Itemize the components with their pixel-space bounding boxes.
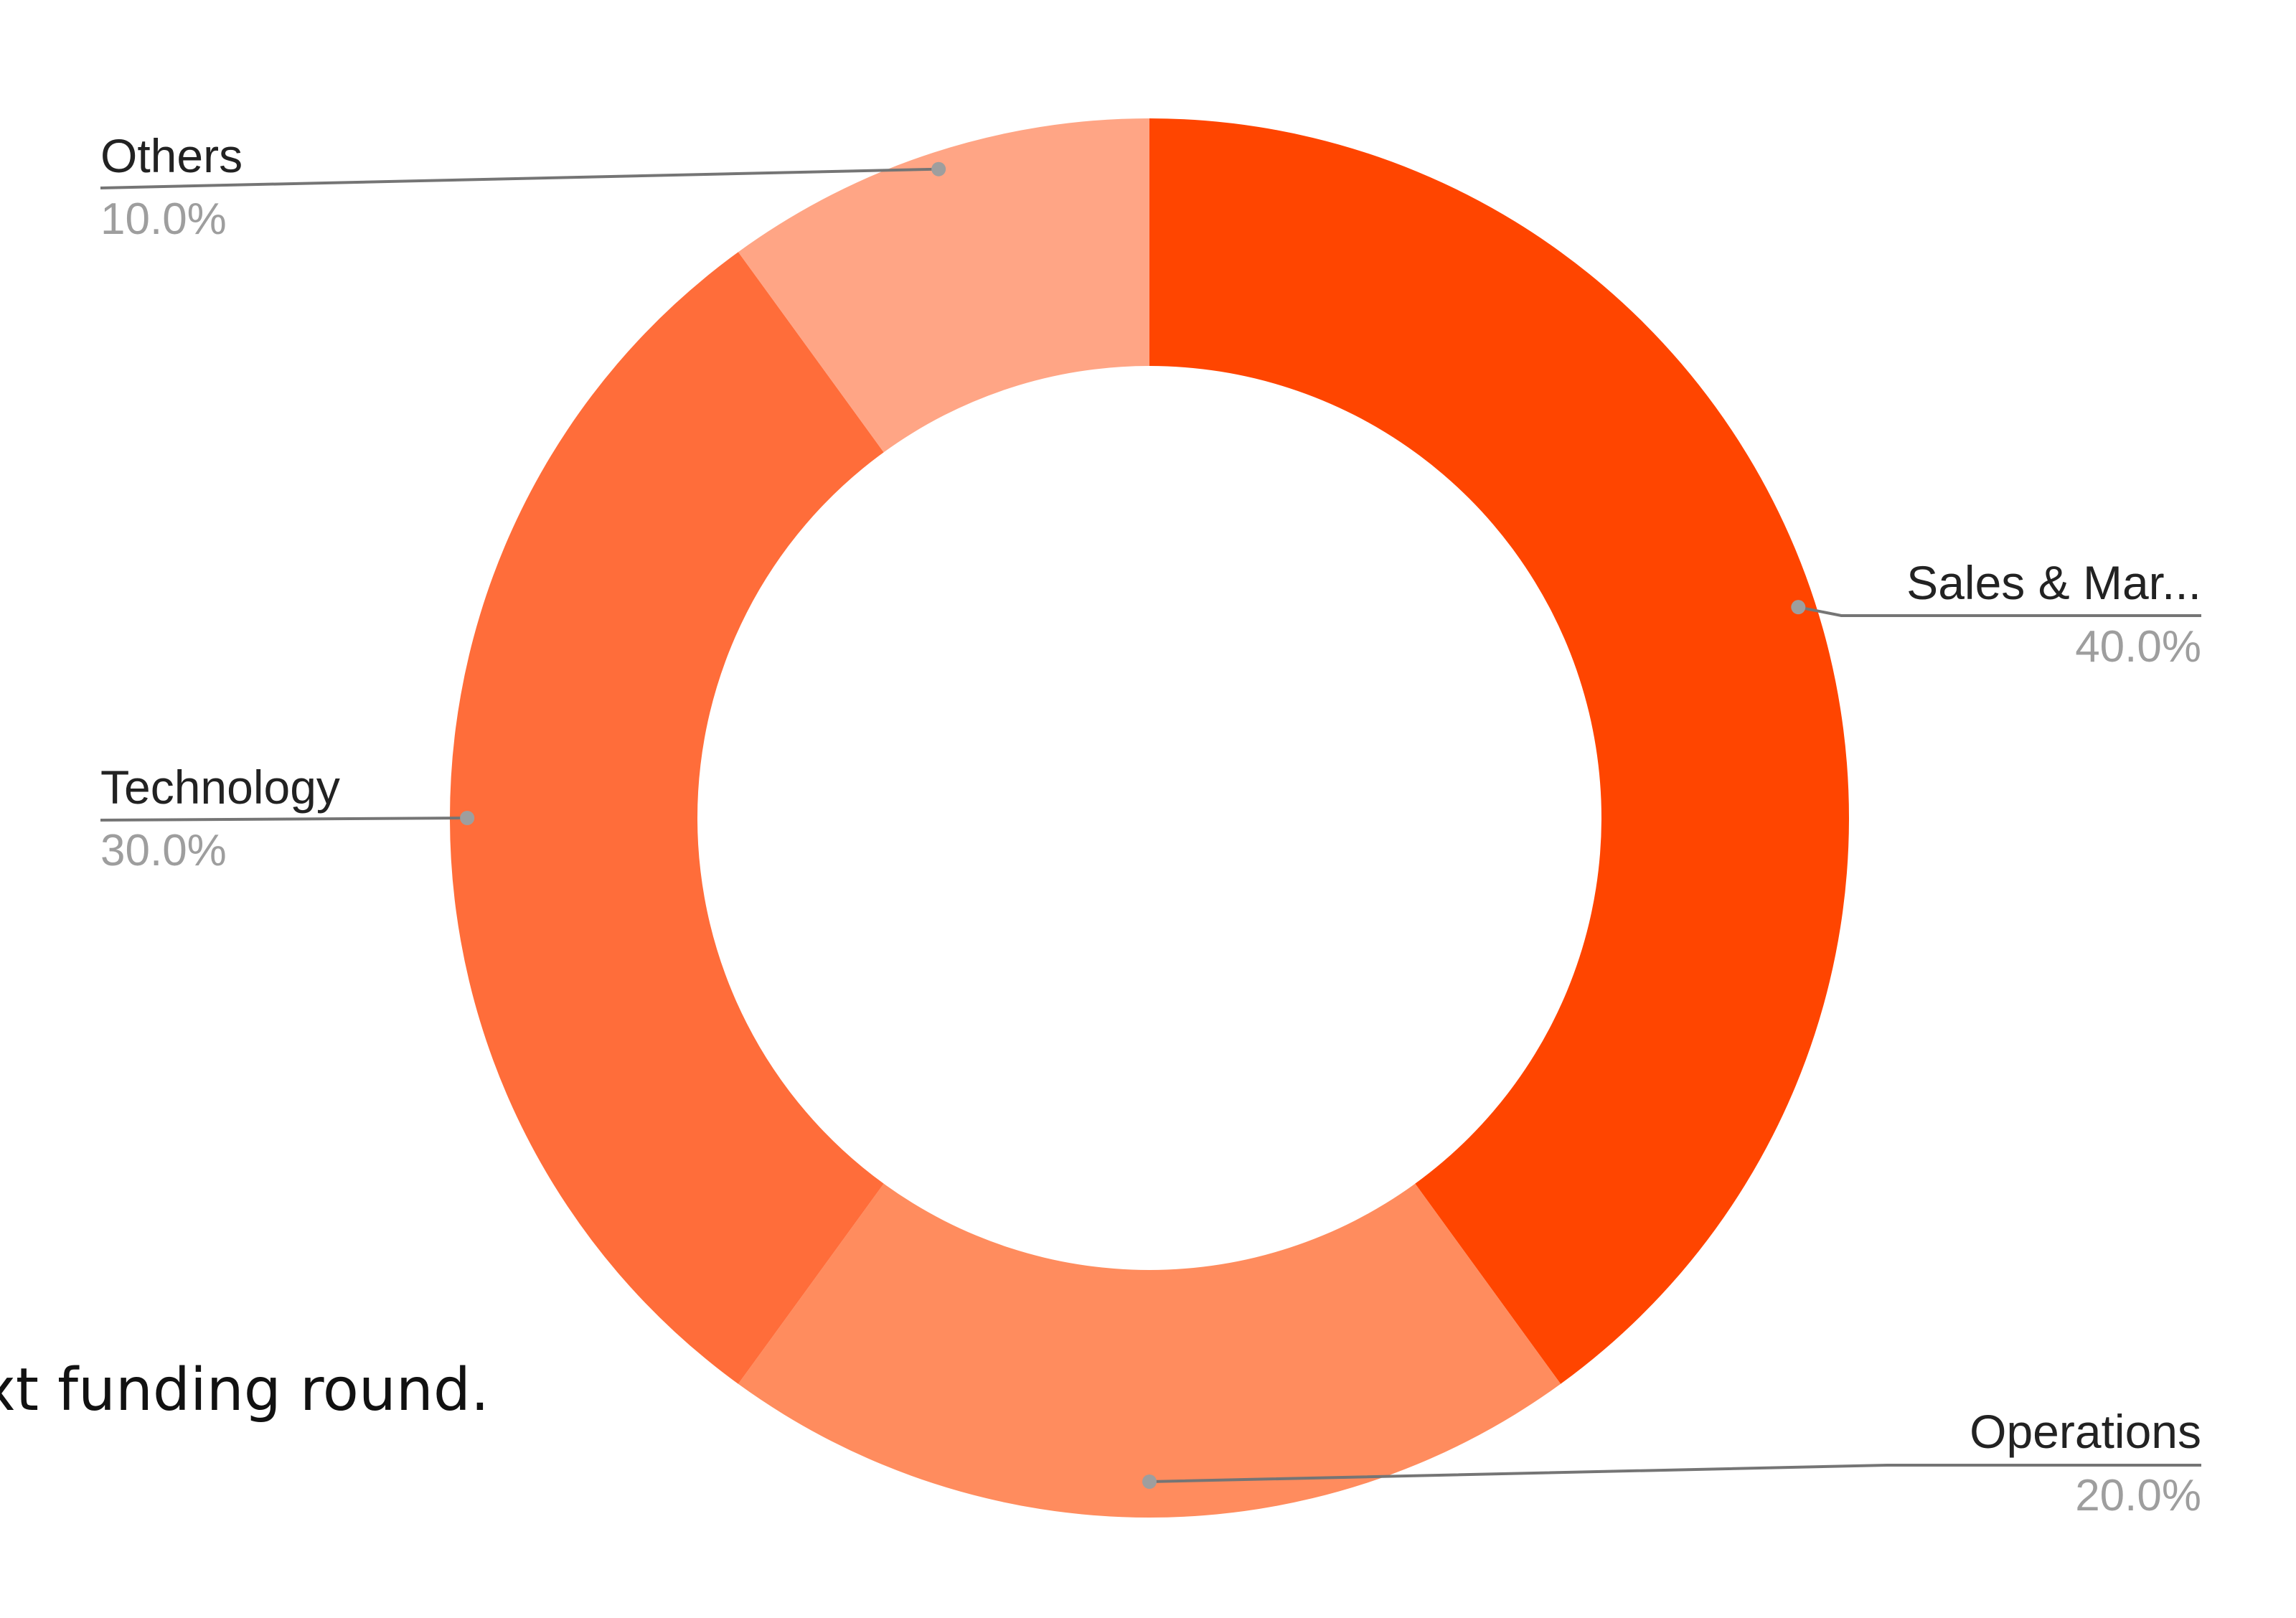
donut-slice-operations[interactable]: [738, 1183, 1561, 1518]
donut-slice-sales-mar[interactable]: [1149, 118, 1849, 1384]
slice-percent-technology: 30.0%: [100, 826, 227, 875]
leader-dot-sales-mar: [1791, 600, 1806, 615]
donut-slice-technology[interactable]: [450, 252, 884, 1384]
labels-layer: Sales & Mar... 40.0% Operations 20.0% Techno…: [100, 129, 2201, 1520]
slice-percent-operations: 20.0%: [2075, 1471, 2201, 1520]
body-text-fragment: xt funding round.: [0, 1356, 545, 1435]
slices-layer: [450, 118, 1849, 1518]
leader-line-operations: [1149, 1464, 2201, 1483]
leader-line-others: [100, 167, 939, 189]
slice-percent-others: 10.0%: [100, 194, 227, 244]
leader-dot-others: [931, 161, 946, 177]
body-text: xt funding round.: [0, 1356, 489, 1424]
donut-slice-others[interactable]: [738, 118, 1149, 453]
leader-dot-technology: [460, 811, 475, 825]
slice-label-operations: Operations: [1970, 1405, 2201, 1458]
slice-percent-sales-mar: 40.0%: [2075, 622, 2201, 672]
leader-dot-operations: [1142, 1474, 1157, 1489]
leader-line-technology: [100, 817, 468, 822]
leader-line-sales-mar: [1797, 606, 2201, 617]
slice-label-technology: Technology: [100, 761, 340, 814]
slice-label-sales-mar: Sales & Mar...: [1906, 556, 2201, 609]
slice-label-others: Others: [100, 129, 243, 182]
